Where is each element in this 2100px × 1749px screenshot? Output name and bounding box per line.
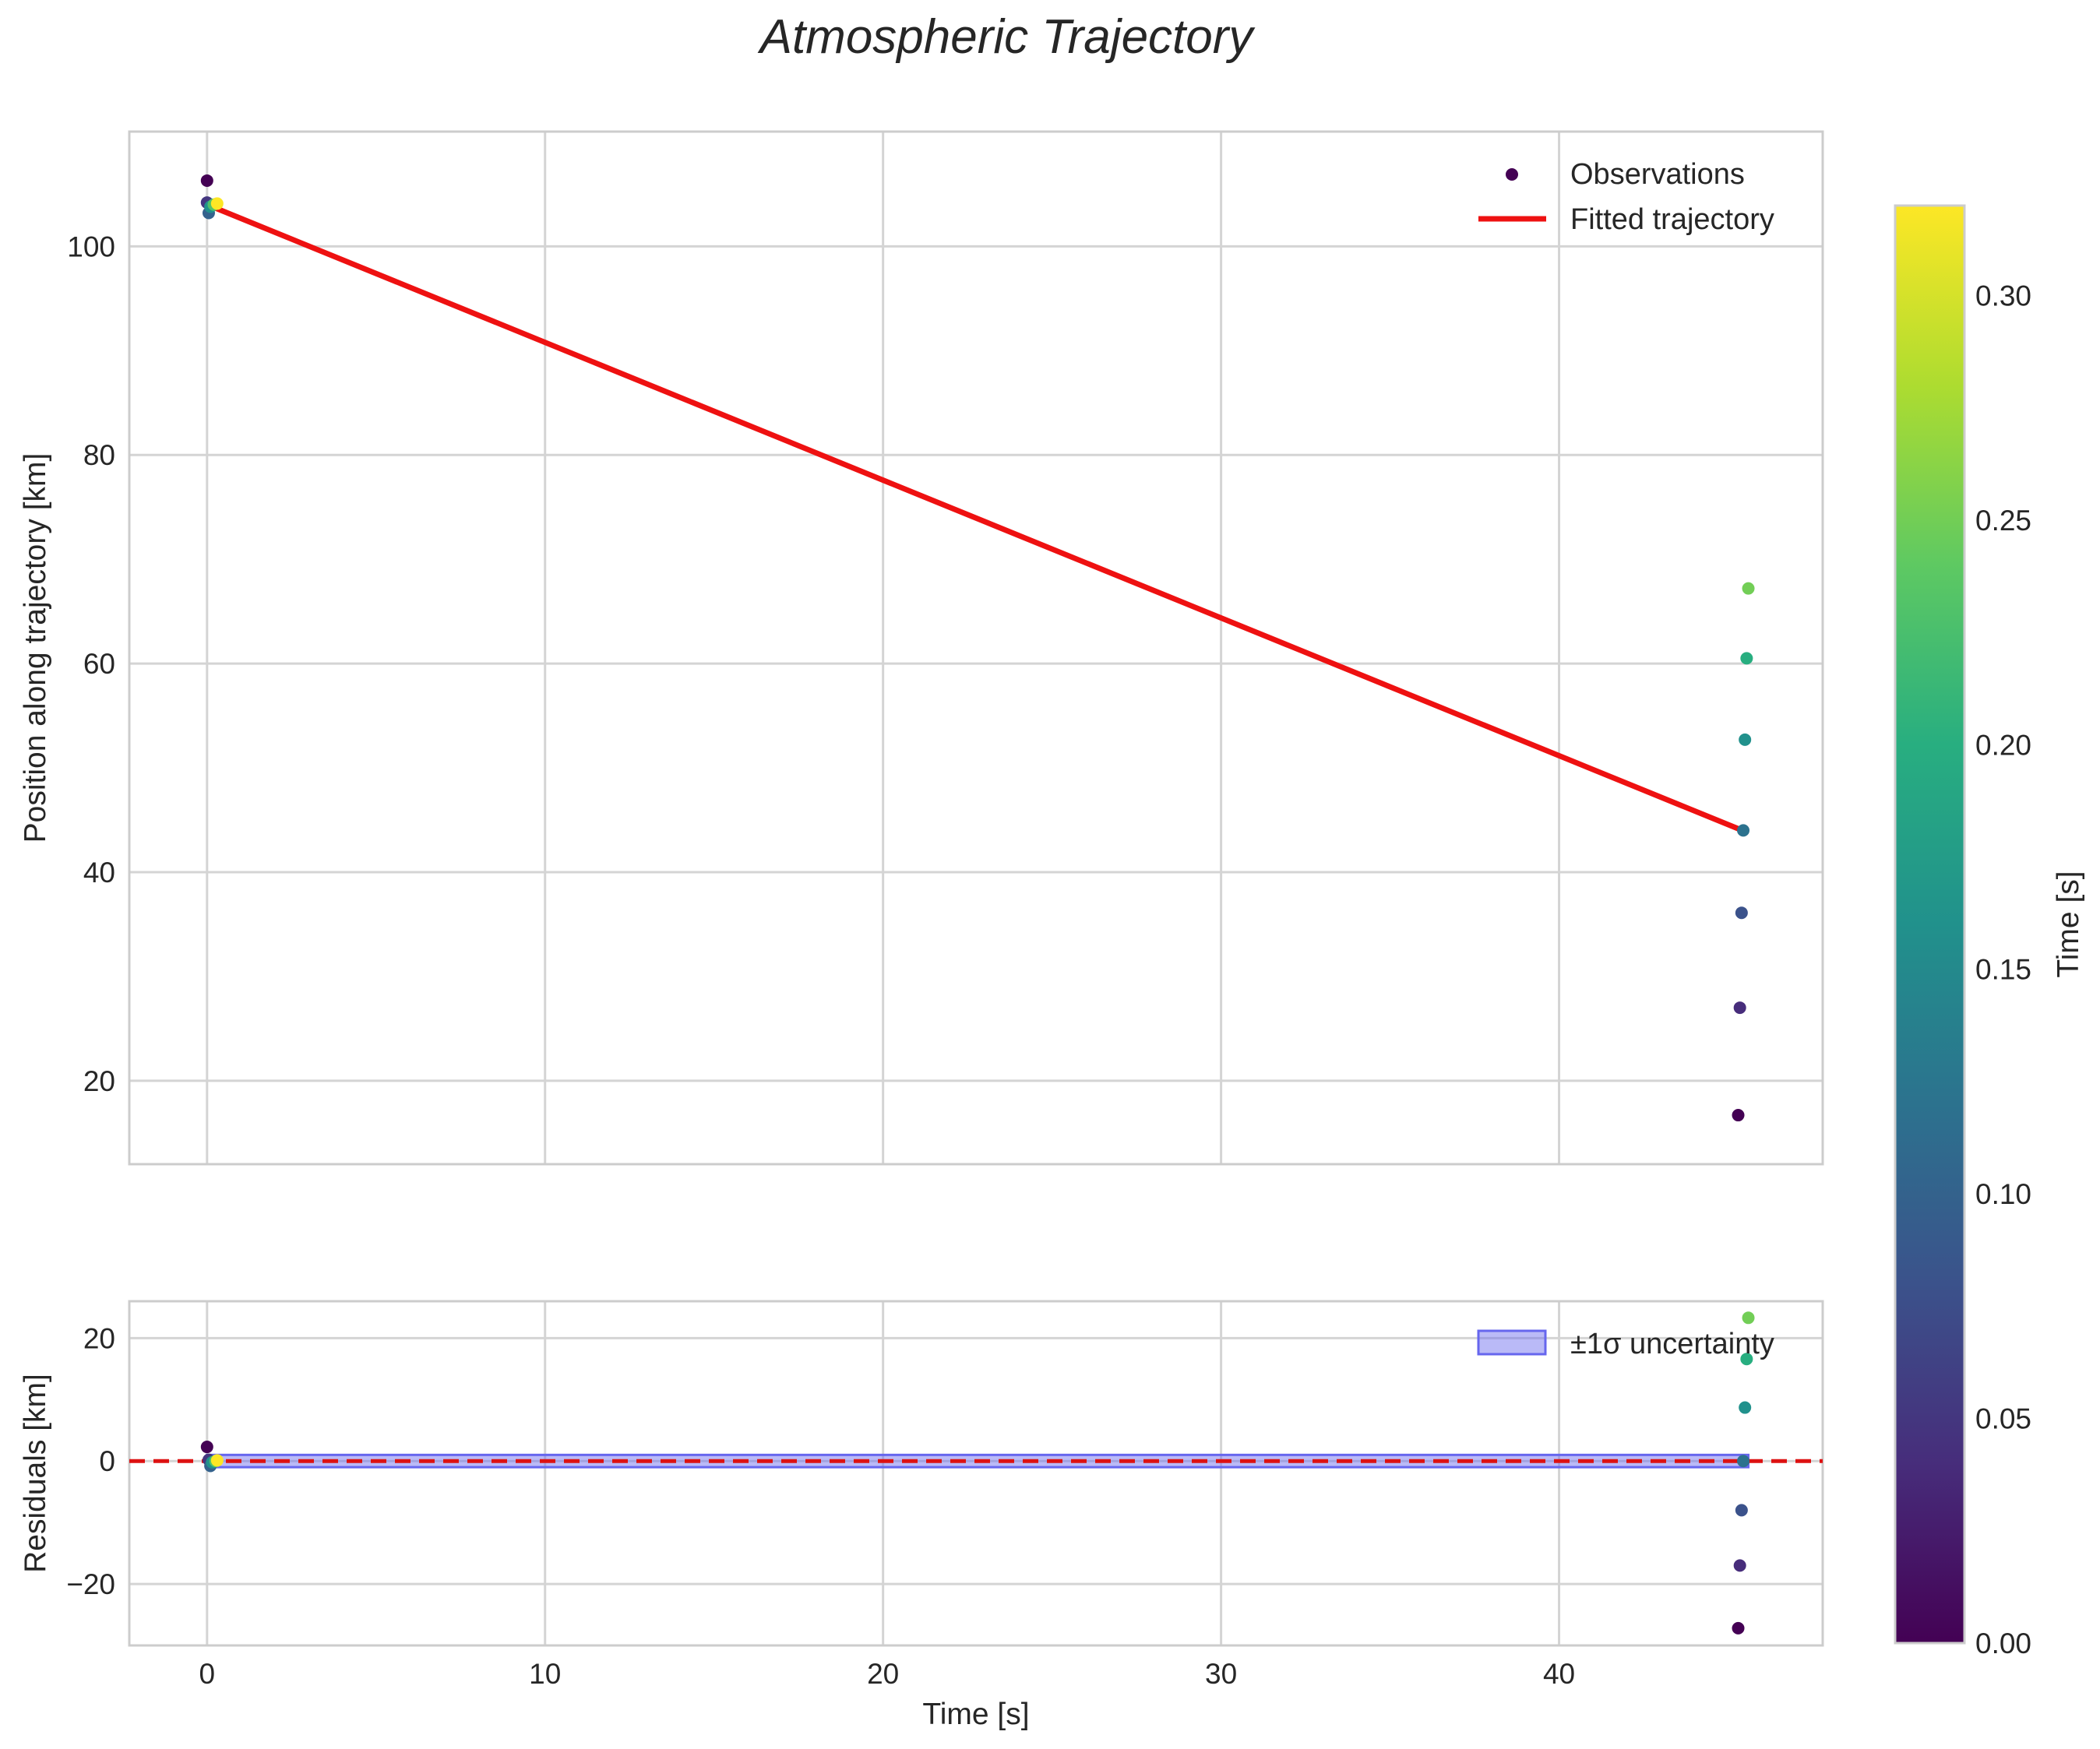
bottom-legend: ±1σ uncertainty <box>1477 1328 1774 1360</box>
chart-title: Atmospheric Trajectory <box>757 10 1256 64</box>
observation-point-10 <box>1739 733 1752 746</box>
top-panel-y-ticks: 20 40 60 80 100 <box>67 231 115 1097</box>
legend-observations-label: Observations <box>1570 158 1745 191</box>
observation-point-12 <box>1742 582 1755 595</box>
observation-point-8 <box>1735 906 1748 920</box>
colorbar <box>1894 204 1966 1645</box>
top-y-tick-label-1: 40 <box>83 857 115 889</box>
observation-point-6 <box>1732 1109 1745 1122</box>
bottom-panel-grid <box>129 1301 1823 1645</box>
bottom-x-tick-label-1: 10 <box>529 1658 561 1690</box>
residual-point-7 <box>1733 1559 1746 1572</box>
bottom-panel-xlabel: Time [s] <box>922 1698 1029 1731</box>
residual-point-10 <box>1739 1401 1752 1414</box>
residual-point-0 <box>200 1441 213 1454</box>
legend-uncertainty-label: ±1σ uncertainty <box>1570 1328 1774 1360</box>
bottom-x-tick-label-3: 30 <box>1205 1658 1237 1690</box>
bottom-panel-frame <box>128 1300 1824 1647</box>
residual-point-12 <box>1742 1311 1755 1325</box>
colorbar-tick-label-3: 0.15 <box>1975 954 2031 986</box>
observation-point-7 <box>1733 1001 1746 1015</box>
observation-point-5 <box>210 197 224 210</box>
colorbar-tick-label-5: 0.25 <box>1975 505 2031 537</box>
bottom-x-tick-label-0: 0 <box>199 1658 216 1690</box>
residual-point-8 <box>1735 1504 1748 1517</box>
colorbar-label: Time [s] <box>2052 871 2085 977</box>
bottom-x-tick-label-2: 20 <box>867 1658 899 1690</box>
observation-point-11 <box>1740 652 1753 665</box>
colorbar-tick-label-4: 0.20 <box>1975 729 2031 761</box>
top-y-tick-label-3: 80 <box>83 439 115 471</box>
colorbar-tick-label-6: 0.30 <box>1975 280 2031 311</box>
top-y-tick-label-4: 100 <box>67 231 115 262</box>
legend-fit-label: Fitted trajectory <box>1570 203 1774 236</box>
colorbar-ticks: 0.00 0.05 0.10 0.15 0.20 0.25 0.30 <box>1975 280 2031 1659</box>
legend-observations-marker <box>1506 168 1518 181</box>
top-y-tick-label-2: 60 <box>83 648 115 680</box>
top-panel-grid <box>129 132 1823 1164</box>
bottom-panel-ylabel: Residuals [km] <box>19 1374 52 1573</box>
bottom-y-tick-label-2: 20 <box>83 1322 115 1354</box>
colorbar-tick-label-0: 0.00 <box>1975 1628 2031 1659</box>
bottom-panel-marks <box>129 1311 1823 1635</box>
top-legend: Observations Fitted trajectory <box>1478 158 1774 236</box>
observation-point-0 <box>200 174 213 187</box>
top-y-tick-label-0: 20 <box>83 1065 115 1097</box>
residual-point-6 <box>1732 1621 1745 1635</box>
bottom-y-tick-label-0: −20 <box>66 1568 115 1600</box>
top-panel-ylabel: Position along trajectory [km] <box>19 453 52 843</box>
colorbar-tick-label-2: 0.10 <box>1975 1178 2031 1210</box>
residual-point-9 <box>1737 1455 1750 1468</box>
residual-point-5 <box>210 1454 224 1467</box>
bottom-x-tick-label-4: 40 <box>1543 1658 1575 1690</box>
residual-point-11 <box>1740 1353 1753 1366</box>
bottom-y-tick-label-1: 0 <box>99 1445 115 1477</box>
fitted-trajectory-line <box>206 202 1746 834</box>
colorbar-tick-label-1: 0.05 <box>1975 1403 2031 1435</box>
bottom-panel-ticks: −20 0 20 0 10 20 30 40 <box>66 1322 1575 1690</box>
observation-point-9 <box>1737 824 1750 837</box>
top-panel-frame <box>128 130 1824 1166</box>
legend-uncertainty-swatch <box>1477 1329 1547 1356</box>
top-panel-marks <box>200 174 1755 1122</box>
